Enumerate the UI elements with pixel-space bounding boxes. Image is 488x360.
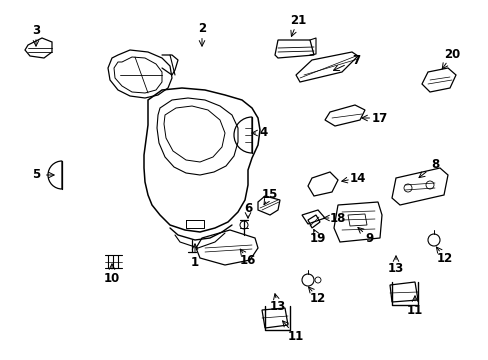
Text: 11: 11 [287,329,304,342]
Text: 2: 2 [198,22,205,35]
Text: 20: 20 [443,49,459,62]
Text: 12: 12 [309,292,325,305]
Text: 5: 5 [32,168,40,181]
Text: 4: 4 [259,126,267,139]
Text: 13: 13 [387,261,403,274]
Text: 15: 15 [261,189,278,202]
Text: 13: 13 [269,300,285,312]
Text: 21: 21 [289,13,305,27]
Text: 10: 10 [103,271,120,284]
Text: 9: 9 [365,231,373,244]
Text: 1: 1 [190,256,199,269]
Text: 6: 6 [244,202,252,215]
Text: 18: 18 [329,211,346,225]
Text: 17: 17 [371,112,387,125]
Text: 3: 3 [32,23,40,36]
Text: 12: 12 [436,252,452,265]
Text: 7: 7 [351,54,359,67]
Text: 11: 11 [406,303,422,316]
Text: 8: 8 [430,158,438,171]
Text: 16: 16 [239,253,256,266]
Text: 14: 14 [349,171,366,184]
Text: 19: 19 [309,231,325,244]
